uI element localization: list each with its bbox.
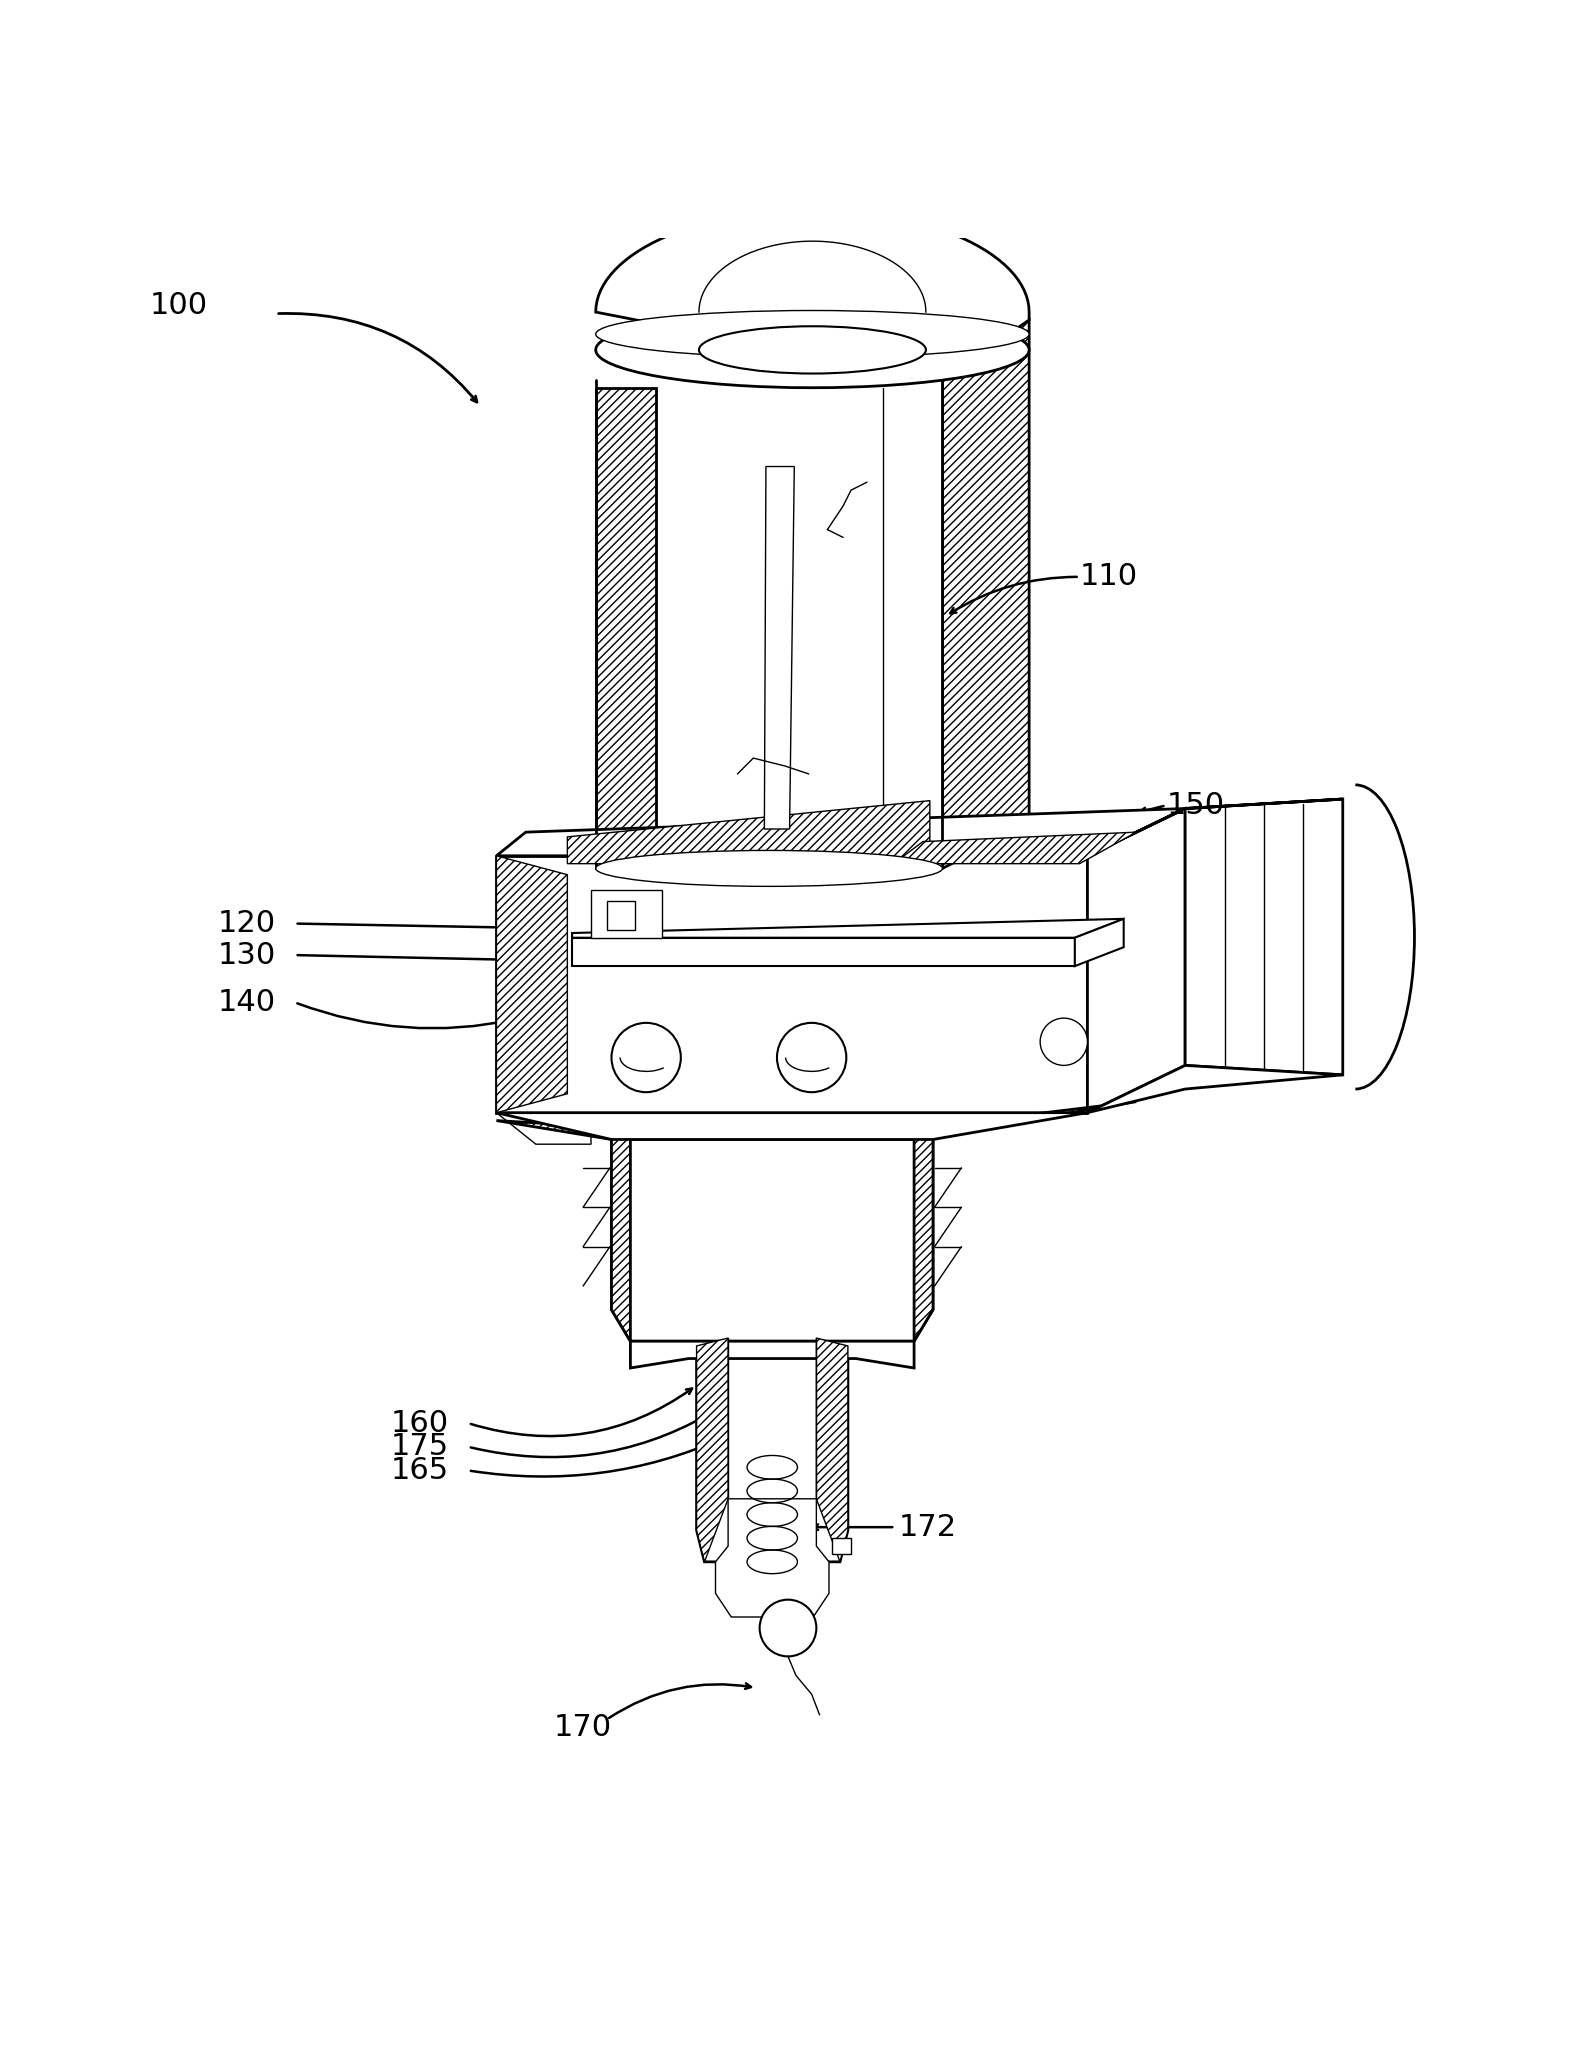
- Polygon shape: [607, 901, 635, 930]
- Ellipse shape: [596, 310, 1029, 357]
- Polygon shape: [1087, 798, 1343, 856]
- Polygon shape: [596, 388, 656, 868]
- Polygon shape: [1075, 919, 1124, 966]
- Polygon shape: [832, 1539, 851, 1553]
- Polygon shape: [716, 1498, 829, 1617]
- Text: 110: 110: [1080, 562, 1138, 591]
- Text: 170: 170: [555, 1713, 611, 1742]
- Circle shape: [1040, 1018, 1087, 1065]
- Polygon shape: [764, 466, 794, 829]
- Polygon shape: [1185, 798, 1343, 1075]
- Polygon shape: [1087, 808, 1185, 1112]
- Polygon shape: [883, 825, 1029, 868]
- Polygon shape: [596, 380, 942, 868]
- Polygon shape: [496, 1112, 591, 1145]
- Polygon shape: [914, 1102, 1136, 1342]
- Ellipse shape: [596, 312, 1029, 388]
- Ellipse shape: [596, 850, 942, 886]
- Polygon shape: [596, 209, 1029, 380]
- Polygon shape: [697, 1346, 848, 1562]
- Polygon shape: [572, 919, 1124, 938]
- Polygon shape: [567, 800, 930, 864]
- Circle shape: [777, 1022, 846, 1092]
- Text: 172: 172: [898, 1512, 957, 1541]
- Text: 100: 100: [150, 291, 208, 320]
- Polygon shape: [496, 856, 1087, 1112]
- Text: 130: 130: [217, 940, 276, 971]
- Text: 165: 165: [391, 1457, 449, 1486]
- Polygon shape: [894, 833, 1136, 864]
- Ellipse shape: [698, 326, 925, 373]
- Text: 160: 160: [391, 1408, 449, 1438]
- Polygon shape: [496, 808, 1185, 856]
- Circle shape: [611, 1022, 681, 1092]
- Polygon shape: [1087, 1065, 1343, 1112]
- Polygon shape: [816, 1338, 848, 1562]
- Text: 150: 150: [1166, 790, 1225, 821]
- Polygon shape: [942, 320, 1029, 868]
- Text: 120: 120: [217, 909, 276, 938]
- Polygon shape: [572, 938, 1075, 966]
- Polygon shape: [630, 1342, 914, 1369]
- Polygon shape: [591, 891, 662, 938]
- Polygon shape: [611, 1139, 933, 1342]
- Polygon shape: [496, 1120, 630, 1342]
- Text: 175: 175: [391, 1432, 449, 1461]
- Circle shape: [760, 1601, 816, 1656]
- Polygon shape: [697, 1338, 728, 1562]
- Text: 140: 140: [217, 987, 276, 1018]
- Polygon shape: [496, 856, 567, 1112]
- Polygon shape: [496, 1112, 1087, 1139]
